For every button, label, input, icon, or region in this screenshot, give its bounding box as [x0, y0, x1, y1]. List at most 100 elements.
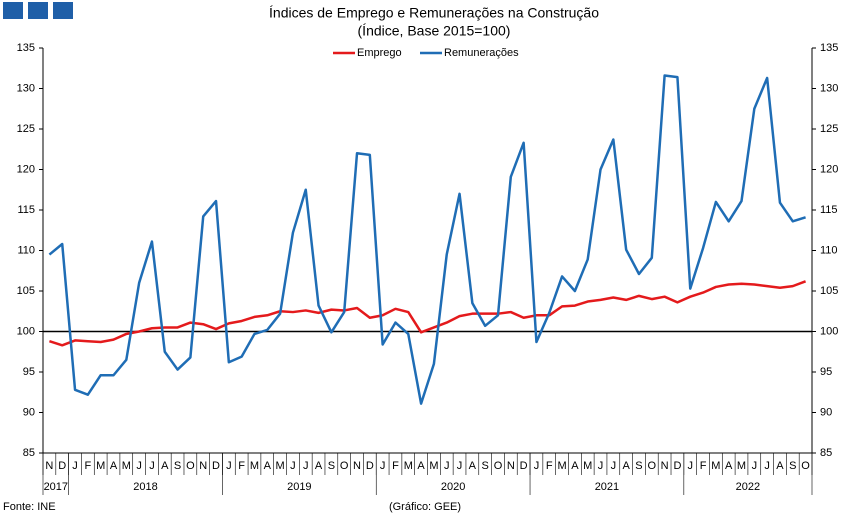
x-tick-label: M [122, 460, 131, 472]
x-tick-label: M [711, 460, 720, 472]
x-tick-label: F [238, 460, 245, 472]
x-tick-label: F [84, 460, 91, 472]
x-tick-label: S [789, 460, 796, 472]
x-tick-label: J [303, 460, 309, 472]
y2-tick-label: 115 [820, 204, 838, 216]
logo-block [28, 2, 48, 19]
x-tick-label: J [72, 460, 78, 472]
y2-tick-label: 95 [820, 366, 832, 378]
x-tick-label: N [507, 460, 515, 472]
y-tick-label: 120 [17, 163, 35, 175]
x-tick-label: S [328, 460, 335, 472]
x-tick-label: S [635, 460, 642, 472]
credit: (Gráfico: GEE) [389, 501, 461, 513]
x-tick-label: M [429, 460, 438, 472]
x-tick-label: A [264, 460, 272, 472]
y-tick-label: 110 [17, 244, 35, 256]
x-tick-label: F [546, 460, 553, 472]
legend-label: Emprego [357, 47, 402, 59]
x-tick-label: J [598, 460, 604, 472]
x-tick-label: D [520, 460, 528, 472]
y2-tick-label: 85 [820, 447, 832, 459]
x-tick-label: F [700, 460, 707, 472]
y-tick-label: 85 [23, 447, 35, 459]
x-tick-label: F [392, 460, 399, 472]
y2-tick-label: 100 [820, 325, 838, 337]
x-tick-label: O [801, 460, 810, 472]
y-tick-label: 90 [23, 406, 35, 418]
x-tick-label: M [276, 460, 285, 472]
year-label: 2019 [287, 481, 311, 493]
x-tick-label: M [583, 460, 592, 472]
y2-tick-label: 90 [820, 406, 832, 418]
x-tick-label: A [776, 460, 784, 472]
series-line [48, 74, 806, 405]
x-tick-label: O [494, 460, 503, 472]
y-tick-label: 135 [17, 42, 35, 54]
x-tick-label: J [149, 460, 155, 472]
x-tick-label: J [457, 460, 463, 472]
logo-block [3, 2, 23, 19]
x-tick-label: A [622, 460, 630, 472]
x-tick-label: D [212, 460, 220, 472]
x-tick-label: N [661, 460, 669, 472]
year-label: 2017 [44, 481, 68, 493]
year-label: 2021 [595, 481, 619, 493]
logo-block [53, 2, 73, 19]
x-tick-label: S [482, 460, 489, 472]
x-tick-label: M [250, 460, 259, 472]
year-label: 2020 [441, 481, 465, 493]
y2-tick-label: 135 [820, 42, 838, 54]
x-tick-label: M [737, 460, 746, 472]
x-tick-label: O [648, 460, 657, 472]
y-tick-label: 115 [17, 204, 35, 216]
x-tick-label: N [353, 460, 361, 472]
x-tick-label: J [136, 460, 142, 472]
y-tick-label: 100 [17, 325, 35, 337]
x-tick-label: J [752, 460, 758, 472]
y2-tick-label: 130 [820, 82, 838, 94]
x-tick-label: S [174, 460, 181, 472]
x-tick-label: N [45, 460, 53, 472]
x-tick-label: J [534, 460, 540, 472]
x-tick-label: J [764, 460, 770, 472]
x-tick-label: A [571, 460, 579, 472]
x-tick-label: A [469, 460, 477, 472]
y2-tick-label: 120 [820, 163, 838, 175]
x-tick-label: J [444, 460, 450, 472]
y-tick-label: 125 [17, 123, 35, 135]
x-tick-label: M [404, 460, 413, 472]
x-tick-label: J [611, 460, 617, 472]
x-tick-label: A [110, 460, 118, 472]
y-tick-label: 130 [17, 82, 35, 94]
x-tick-label: A [315, 460, 323, 472]
chart-title: Índices de Emprego e Remunerações na Con… [269, 5, 599, 21]
x-tick-label: D [366, 460, 374, 472]
y2-tick-label: 125 [820, 123, 838, 135]
x-tick-label: A [417, 460, 425, 472]
x-tick-label: J [290, 460, 296, 472]
legend-label: Remunerações [444, 47, 519, 59]
year-label: 2022 [736, 481, 760, 493]
year-label: 2018 [133, 481, 157, 493]
x-tick-label: J [380, 460, 386, 472]
x-tick-label: A [725, 460, 733, 472]
x-tick-label: J [226, 460, 232, 472]
x-tick-label: D [58, 460, 66, 472]
x-tick-label: J [687, 460, 693, 472]
x-tick-label: M [557, 460, 566, 472]
y2-tick-label: 110 [820, 244, 838, 256]
y2-tick-label: 105 [820, 285, 838, 297]
x-tick-label: O [186, 460, 195, 472]
y-tick-label: 105 [17, 285, 35, 297]
x-tick-label: N [199, 460, 207, 472]
x-tick-label: O [340, 460, 349, 472]
chart-subtitle: (Índice, Base 2015=100) [358, 23, 511, 39]
y-tick-label: 95 [23, 366, 35, 378]
x-tick-label: M [96, 460, 105, 472]
series-line [49, 280, 807, 347]
source: Fonte: INE [3, 501, 56, 513]
x-tick-label: A [161, 460, 169, 472]
x-tick-label: D [673, 460, 681, 472]
